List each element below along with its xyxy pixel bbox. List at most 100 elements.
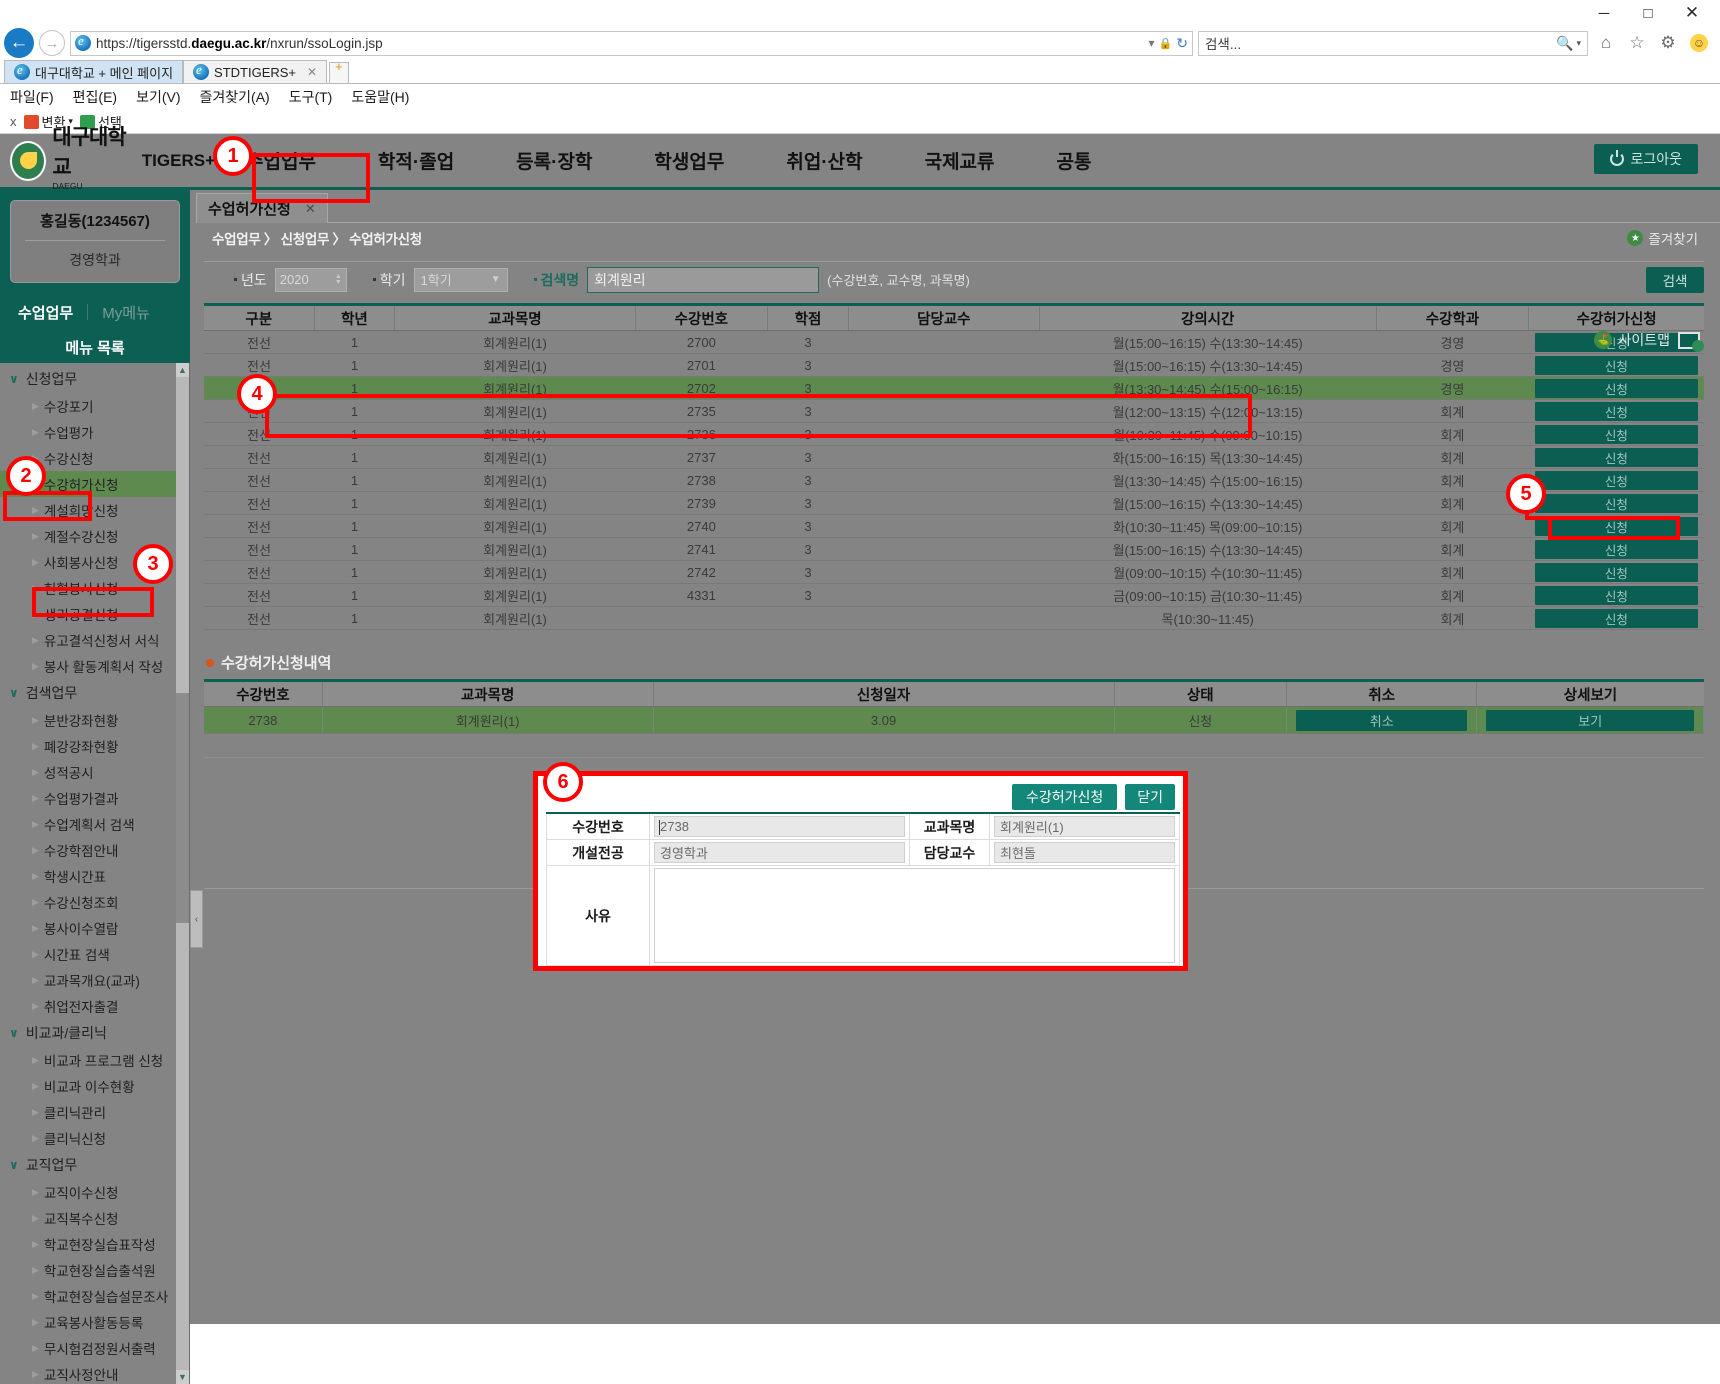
sidebar-item-3-1[interactable]: ▶ 교직복수신청 — [0, 1205, 189, 1231]
add-favorite-button[interactable]: ★ 즐겨찾기 — [1627, 228, 1698, 248]
search-button[interactable]: 검색 — [1646, 266, 1704, 293]
modal-code-field[interactable]: 2738 — [648, 812, 911, 840]
browser-tab-2[interactable]: STDTIGERS+ ✕ — [183, 60, 328, 83]
scroll-down-icon[interactable]: ▼ — [176, 1370, 189, 1384]
modal-submit-button[interactable]: 수강허가신청 — [1011, 784, 1118, 810]
chevron-down-icon[interactable]: ▾ — [1576, 37, 1581, 48]
sidebar-item-1-9[interactable]: ▶ 시간표 검색 — [0, 941, 189, 967]
sidebar-scrollbar[interactable]: ▲ ▼ — [176, 363, 189, 1384]
menu-file[interactable]: 파일(F) — [10, 89, 54, 105]
sidebar-item-1-3[interactable]: ▶ 수업평가결과 — [0, 785, 189, 811]
back-icon[interactable]: ← — [4, 28, 34, 58]
gnb-item-registration-scholarship[interactable]: 등록·장학 — [516, 152, 593, 173]
gnb-item-international[interactable]: 국제교류 — [924, 152, 995, 173]
stepper-arrows-icon[interactable]: ▲ ▼ — [334, 272, 342, 286]
apply-button[interactable]: 신청 — [1534, 378, 1698, 398]
pdf-convert-button[interactable]: 변환 ▾ — [23, 112, 73, 131]
sidebar-item-3-3[interactable]: ▶ 학교현장실습출석원 — [0, 1257, 189, 1283]
chevron-down-icon[interactable]: ▾ — [68, 116, 73, 126]
sidebar-item-3-4[interactable]: ▶ 학교현장실습설문조사 — [0, 1283, 189, 1309]
sidebar-item-3-7[interactable]: ▶ 교직사정안내 — [0, 1361, 189, 1384]
maximize-button[interactable]: □ — [1643, 4, 1653, 22]
page-tab-close-icon[interactable]: ✕ — [304, 200, 316, 216]
menu-tools[interactable]: 도구(T) — [288, 89, 333, 105]
modal-close-button[interactable]: 닫기 — [1125, 784, 1175, 810]
gnb-item-student-affairs[interactable]: 학생업무 — [654, 152, 725, 173]
gnb-item-academic-graduation[interactable]: 학적·졸업 — [377, 152, 455, 173]
sidebar-item-0-1[interactable]: ▶ 수업평가 — [0, 419, 189, 445]
sidebar-item-3-6[interactable]: ▶ 무시험검정원서출력 — [0, 1335, 189, 1361]
logout-button[interactable]: 로그아웃 — [1594, 144, 1698, 174]
sidebar-item-1-1[interactable]: ▶ 폐강강좌현황 — [0, 733, 189, 759]
refresh-icon[interactable]: ↻ — [1176, 34, 1188, 51]
table-row[interactable]: 전선 1 회계원리(1) 2740 3 화(10:30~11:45) 목(09:00~10… — [204, 514, 1704, 538]
forward-icon[interactable]: → — [39, 30, 65, 56]
address-bar[interactable]: https://tigersstd.daegu.ac.kr/nxrun/ssoL… — [70, 30, 1193, 56]
gnb-item-class-affairs[interactable]: 수업업무 — [246, 152, 316, 173]
new-tab-button[interactable] — [329, 59, 350, 83]
apply-button[interactable]: 신청 — [1534, 447, 1698, 467]
sidebar-item-1-7[interactable]: ▶ 수강신청조회 — [0, 889, 189, 915]
sidebar-item-2-0[interactable]: ▶ 비교과 프로그램 신청 — [0, 1047, 189, 1073]
search-icon[interactable]: 🔍 — [1556, 34, 1574, 51]
sidebar-item-0-4[interactable]: ▶ 계설희망신청 — [0, 497, 189, 523]
table-row[interactable]: 전선 1 회계원리(1) 2739 3 월(15:00~16:15) 수(13:30~14… — [204, 491, 1704, 515]
popup-close-icon[interactable] — [1678, 331, 1704, 352]
close-button[interactable]: ✕ — [1684, 3, 1700, 22]
table-row[interactable]: 전선 1 회계원리(1) 4331 3 금(09:00~10:15) 금(10:30~11… — [204, 583, 1704, 607]
sidebar-item-2-3[interactable]: ▶ 클리닉신청 — [0, 1125, 189, 1151]
sidebar-item-0-9[interactable]: ▶ 유고결석신청서 서식 — [0, 627, 189, 653]
sitemap-button[interactable]: ⛳ 사이트맵 — [1594, 330, 1670, 350]
modal-reason-textarea[interactable] — [654, 868, 1176, 963]
browser-tab-1[interactable]: 대구대학교 + 메인 페이지 — [4, 60, 184, 83]
tab-my-menu[interactable]: My메뉴 — [102, 304, 150, 322]
apply-button[interactable]: 신청 — [1534, 401, 1698, 421]
sidebar-item-0-6[interactable]: ▶ 사회봉사신청 — [0, 549, 189, 575]
apply-button[interactable]: 신청 — [1534, 539, 1698, 559]
sidebar-group-2[interactable]: ∨ 비교과/클리닉 — [0, 1019, 189, 1047]
apply-button[interactable]: 신청 — [1534, 608, 1698, 628]
sidebar-collapse-handle[interactable]: ‹ — [190, 890, 203, 948]
menu-edit[interactable]: 편집(E) — [72, 89, 118, 105]
sidebar-item-2-1[interactable]: ▶ 비교과 이수현황 — [0, 1073, 189, 1099]
view-button[interactable]: 보기 — [1486, 709, 1694, 731]
apply-button[interactable]: 신청 — [1534, 424, 1698, 444]
menu-help[interactable]: 도움말(H) — [351, 89, 410, 105]
history-row[interactable]: 2738 회계원리(1) 3.09 신청 취소 보기 — [204, 706, 1704, 734]
apply-button[interactable]: 신청 — [1534, 493, 1698, 513]
smiley-icon[interactable]: ☺ — [1690, 34, 1708, 52]
minimize-button[interactable]: ─ — [1598, 4, 1610, 22]
gnb-item-common[interactable]: 공통 — [1056, 152, 1092, 173]
sidebar-item-1-10[interactable]: ▶ 교과목개요(교과) — [0, 967, 189, 993]
gnb-item-employment-industry[interactable]: 취업·산학 — [786, 152, 863, 173]
sidebar-group-3[interactable]: ∨ 교직업무 — [0, 1151, 189, 1179]
browser-search-input[interactable]: 검색... 🔍 ▾ — [1198, 30, 1588, 56]
sidebar-item-3-0[interactable]: ▶ 교직이수신청 — [0, 1179, 189, 1205]
keyword-input[interactable]: 회계원리 — [587, 266, 820, 293]
table-row[interactable]: 전선 1 회계원리(1) 2741 3 월(15:00~16:15) 수(13:30~14… — [204, 537, 1704, 561]
command-bar-close-icon[interactable]: x — [10, 114, 17, 129]
sidebar-group-1[interactable]: ∨ 검색업무 — [0, 679, 189, 707]
apply-button[interactable]: 신청 — [1534, 585, 1698, 605]
scroll-up-icon[interactable]: ▲ — [176, 363, 189, 377]
sidebar-item-1-6[interactable]: ▶ 학생시간표 — [0, 863, 189, 889]
menu-view[interactable]: 보기(V) — [136, 89, 181, 105]
apply-button[interactable]: 신청 — [1534, 516, 1698, 536]
sidebar-item-3-5[interactable]: ▶ 교육봉사활동등록 — [0, 1309, 189, 1335]
chevron-down-icon[interactable]: ▾ — [1148, 36, 1155, 50]
sidebar-item-1-5[interactable]: ▶ 수강학점안내 — [0, 837, 189, 863]
menu-favorites[interactable]: 즐겨찾기(A) — [199, 89, 270, 105]
gear-icon[interactable]: ⚙ — [1660, 33, 1676, 52]
sidebar-item-0-0[interactable]: ▶ 수강포기 — [0, 393, 189, 419]
table-row[interactable]: 전선 1 회계원리(1) 2700 3 월(15:00~16:15) 수(13:30~14… — [204, 330, 1704, 354]
table-row[interactable]: 전선 1 회계원리(1) 2701 3 월(15:00~16:15) 수(13:30~14… — [204, 353, 1704, 377]
page-tab-course-permission[interactable]: 수업허가신청 ✕ — [196, 193, 328, 223]
table-row[interactable]: 전선 1 회계원리(1) 2742 3 월(09:00~10:15) 수(10:30~11… — [204, 560, 1704, 584]
apply-button[interactable]: 신청 — [1534, 562, 1698, 582]
table-row[interactable]: 전선 1 회계원리(1) 2738 3 월(13:30~14:45) 수(15:00~16… — [204, 468, 1704, 492]
site-logo[interactable]: 대구대학교 DAEGU UNIVERSITY TIGERS+ — [0, 121, 215, 201]
sidebar-item-1-4[interactable]: ▶ 수업계획서 검색 — [0, 811, 189, 837]
sidebar-item-2-2[interactable]: ▶ 클리닉관리 — [0, 1099, 189, 1125]
sidebar-item-1-11[interactable]: ▶ 취업전자출결 — [0, 993, 189, 1019]
sidebar-item-0-10[interactable]: ▶ 봉사 활동계획서 작성 — [0, 653, 189, 679]
